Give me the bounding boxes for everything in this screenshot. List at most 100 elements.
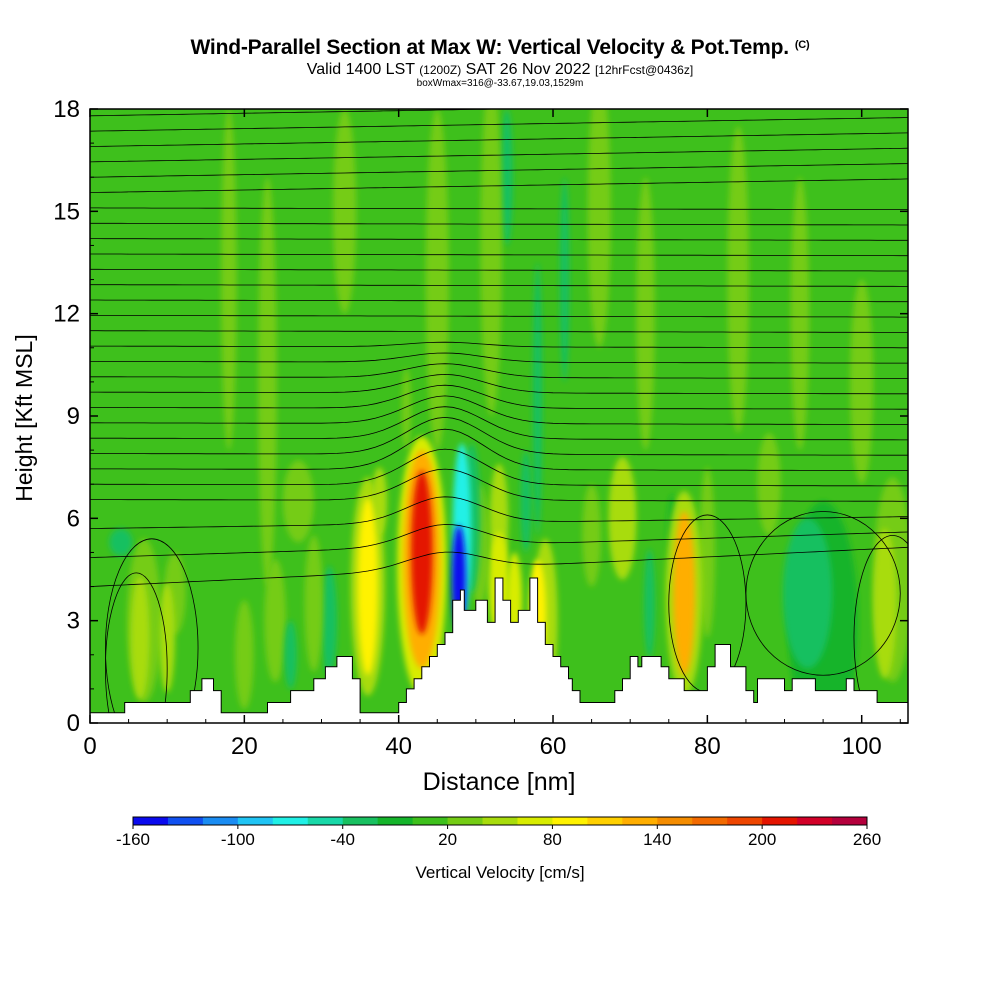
- x-tick-label: 100: [842, 733, 882, 760]
- x-axis: 0 20 40 60 80 100: [83, 109, 901, 760]
- velocity-cell: [500, 109, 513, 246]
- velocity-cell: [371, 467, 388, 536]
- x-axis-label: Distance [nm]: [423, 768, 576, 796]
- isentrope-line: [90, 132, 908, 147]
- colorbar-swatch: [307, 817, 344, 825]
- isentrope-line: [90, 406, 908, 441]
- isentrope-line: [90, 284, 908, 287]
- colorbar-label: Vertical Velocity [cm/s]: [415, 863, 585, 882]
- isentrope-line: [90, 448, 908, 487]
- colorbar-tick-label: -160: [116, 830, 150, 849]
- x-tick-label: 40: [385, 733, 412, 760]
- colorbar-swatch: [272, 817, 309, 825]
- isentrope-contours: [90, 109, 908, 723]
- isentrope-line: [90, 238, 908, 241]
- velocity-cell: [480, 109, 503, 416]
- velocity-cell: [790, 177, 810, 451]
- isentrope-line: [90, 268, 908, 272]
- colorbar: -160 -100 -40 20 80 140 200 260: [116, 816, 881, 849]
- velocity-cell: [757, 433, 781, 536]
- velocity-cell: [608, 456, 637, 580]
- velocity-cell: [782, 518, 833, 669]
- colorbar-tick-label: -40: [330, 830, 355, 849]
- valid-date: SAT 26 Nov 2022: [465, 61, 591, 78]
- velocity-cell: [532, 262, 543, 536]
- isentrope-line: [90, 163, 908, 178]
- box-wmax-info: boxWmax=316@-33.67,19.03,1529m: [416, 78, 584, 89]
- isentrope-line: [90, 178, 908, 193]
- velocity-cell: [221, 109, 237, 451]
- chart-subtitle: Valid 1400 LST (1200Z) SAT 26 Nov 2022 […: [0, 61, 1000, 79]
- velocity-cell: [636, 177, 655, 451]
- isentrope-line: [90, 207, 908, 210]
- y-tick-label: 12: [53, 301, 80, 328]
- velocity-cell: [357, 497, 378, 676]
- colorbar-swatch: [552, 817, 588, 825]
- y-tick-label: 18: [53, 96, 80, 123]
- valid-time-utc: (1200Z): [419, 63, 462, 77]
- velocity-cell: [159, 583, 175, 693]
- velocity-cell: [130, 576, 150, 700]
- y-tick-label: 6: [67, 505, 80, 532]
- colorbar-swatch: [587, 817, 623, 825]
- forecast-info: [12hrFcst@0436z]: [594, 63, 694, 77]
- isentrope-line: [90, 109, 523, 117]
- isentrope-line: [90, 416, 908, 456]
- y-tick-label: 3: [67, 608, 80, 635]
- velocity-cell: [587, 109, 611, 348]
- colorbar-swatch: [832, 817, 868, 825]
- isentrope-loop: [105, 538, 199, 723]
- velocity-cell: [333, 109, 357, 314]
- velocity-cell: [304, 535, 324, 672]
- isentrope-line: [90, 363, 908, 379]
- y-tick-label: 15: [53, 198, 80, 225]
- terrain-mask: [89, 577, 909, 724]
- velocity-cell: [699, 467, 716, 638]
- x-tick-label: 60: [540, 733, 567, 760]
- colorbar-swatch: [377, 817, 414, 825]
- isentrope-line: [90, 117, 908, 132]
- colorbar-tick-label: 20: [438, 830, 457, 849]
- isentrope-line: [90, 315, 908, 318]
- isentrope-line: [90, 395, 908, 425]
- isentrope-line: [90, 330, 908, 333]
- velocity-cell: [109, 528, 133, 556]
- colorbar-swatch: [482, 817, 518, 825]
- colorbar-swatch: [692, 817, 728, 825]
- colorbar-tick-label: 140: [643, 830, 671, 849]
- colorbar-swatch: [342, 817, 379, 825]
- velocity-cell: [321, 566, 337, 676]
- isentrope-line: [90, 373, 908, 395]
- velocity-cell: [282, 460, 314, 543]
- velocity-cell: [644, 549, 655, 659]
- velocity-cell: [873, 528, 897, 679]
- colorbar-swatch: [133, 817, 169, 825]
- isentrope-line: [90, 546, 908, 587]
- isentrope-line: [90, 428, 908, 471]
- velocity-cell: [235, 600, 254, 710]
- isentrope-line: [90, 341, 908, 349]
- velocity-cell: [284, 620, 297, 689]
- isentrope-loop: [853, 535, 908, 723]
- chart-title-text: Wind-Parallel Section at Max W: Vertical…: [190, 36, 790, 59]
- isentrope-loop: [105, 572, 168, 723]
- velocity-cell: [559, 177, 570, 382]
- colorbar-swatch: [657, 817, 693, 825]
- colorbar-swatch: [727, 817, 763, 825]
- isentrope-line: [90, 147, 908, 163]
- colorbar-swatch: [762, 817, 798, 825]
- isentrope-line: [90, 352, 908, 364]
- velocity-cell: [264, 559, 287, 683]
- isentrope-line: [90, 524, 908, 558]
- colorbar-tick-label: 80: [543, 830, 562, 849]
- colorbar-swatch: [517, 817, 553, 825]
- y-tick-label: 0: [67, 710, 80, 737]
- velocity-cell: [850, 279, 874, 485]
- velocity-cell: [520, 450, 532, 553]
- copyright-mark: (C): [794, 39, 810, 51]
- isentrope-line: [90, 253, 908, 257]
- y-axis: 0 3 6 9 12 15 18: [53, 96, 908, 737]
- isentrope-line: [90, 222, 908, 226]
- isentrope-line: [90, 299, 908, 303]
- colorbar-tick-label: 200: [748, 830, 776, 849]
